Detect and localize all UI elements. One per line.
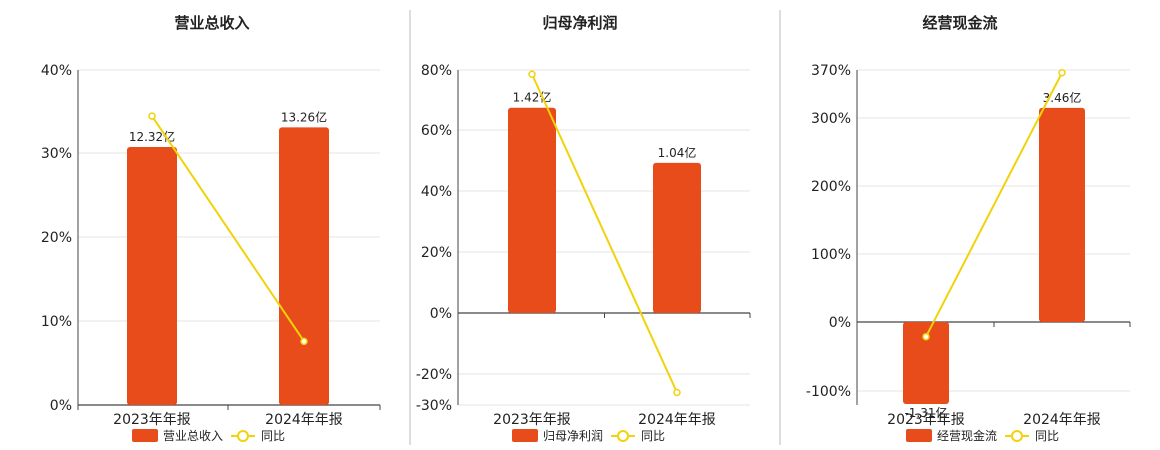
legend-line-marker (1011, 430, 1023, 442)
legend-bar-swatch (132, 429, 158, 442)
legend: 营业总收入 同比 (132, 429, 285, 443)
y-tick-label: 30% (41, 146, 72, 162)
legend-line-marker (617, 430, 629, 442)
bar-data-label: 13.26亿 (281, 109, 327, 124)
legend-bar-swatch (906, 429, 932, 442)
x-tick-label: 2024年年报 (638, 412, 716, 428)
legend-line-label: 同比 (261, 429, 285, 443)
y-tick-label: 200% (811, 179, 851, 195)
chart-panel-2: 归母净利润-30%-20%0%20%40%60%80%1.42亿1.04亿202… (416, 14, 751, 443)
bar-data-label: -1.31亿 (904, 405, 947, 420)
yoy-point (1058, 68, 1066, 77)
x-tick-label: 2023年年报 (493, 412, 571, 428)
yoy-point (673, 388, 681, 397)
legend-line-label: 同比 (641, 429, 665, 443)
chart-title: 经营现金流 (922, 14, 997, 32)
yoy-point (300, 337, 308, 346)
x-tick-label: 2024年年报 (1023, 412, 1101, 428)
yoy-line (925, 72, 1063, 338)
yoy-point (922, 332, 930, 341)
x-tick-label: 2024年年报 (265, 412, 343, 428)
y-tick-label: 40% (41, 63, 72, 79)
y-tick-label: 40% (421, 184, 452, 200)
x-tick-label: 2023年年报 (887, 412, 965, 428)
legend: 经营现金流 同比 (906, 428, 1059, 443)
yoy-point (528, 70, 536, 79)
y-tick-label: 100% (811, 247, 851, 263)
legend-bar-label: 归母净利润 (543, 429, 603, 443)
y-tick-label: 0% (829, 315, 851, 331)
y-tick-label: 80% (421, 63, 452, 79)
chart-title: 归母净利润 (542, 14, 617, 32)
legend-line-label: 同比 (1035, 429, 1059, 443)
bar (508, 107, 556, 313)
y-tick-label: 10% (41, 314, 72, 330)
bar (903, 322, 949, 405)
y-tick-label: -20% (416, 367, 452, 383)
yoy-point (148, 112, 156, 120)
y-tick-label: -30% (416, 398, 452, 414)
legend-line-marker (237, 430, 249, 442)
chart-panel-3: 经营现金流-100%0%100%200%300%370%-1.31亿3.46亿2… (806, 14, 1131, 443)
legend: 归母净利润 同比 (512, 429, 665, 443)
y-tick-label: 0% (430, 306, 452, 322)
bar (127, 147, 177, 406)
legend-bar-label: 经营现金流 (937, 428, 997, 443)
chart-title: 营业总收入 (174, 14, 249, 32)
y-tick-label: 20% (41, 230, 72, 246)
bar-data-label: 1.04亿 (658, 145, 697, 160)
bar (653, 162, 701, 313)
legend-bar-swatch (512, 429, 538, 442)
yoy-line (151, 115, 305, 342)
bar (1039, 107, 1085, 323)
y-tick-label: 370% (811, 63, 851, 79)
yoy-line (531, 73, 678, 393)
y-tick-label: 300% (811, 111, 851, 127)
x-tick-label: 2023年年报 (113, 412, 191, 428)
bar (279, 127, 329, 406)
y-tick-label: 0% (50, 398, 72, 414)
legend-bar-label: 营业总收入 (163, 429, 223, 443)
y-tick-label: -100% (806, 384, 851, 400)
y-tick-label: 60% (421, 123, 452, 139)
y-tick-label: 20% (421, 245, 452, 261)
